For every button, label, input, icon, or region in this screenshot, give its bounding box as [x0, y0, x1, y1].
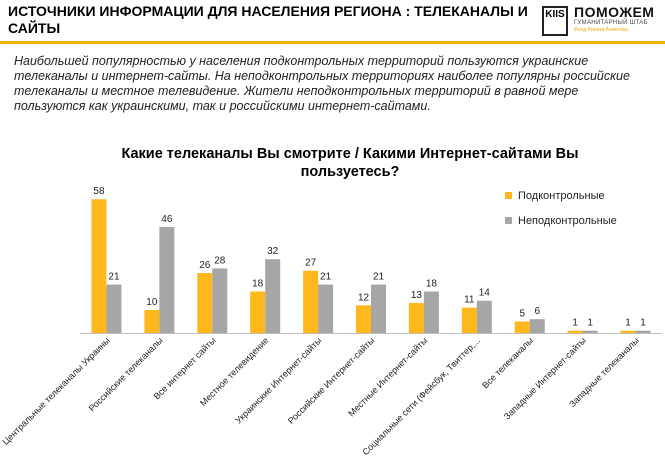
legend-swatch	[505, 192, 512, 199]
data-label: 18	[426, 278, 438, 289]
page-title: ИСТОЧНИКИ ИНФОРМАЦИИ ДЛЯ НАСЕЛЕНИЯ РЕГИО…	[8, 3, 528, 36]
bar-uncontrolled	[371, 284, 386, 333]
legend-label: Подконтрольные	[518, 190, 605, 202]
x-tick-label: Украинские Интернет-сайты	[233, 335, 323, 425]
data-label: 58	[93, 186, 105, 197]
brand-footer: Фонд Рината Ахметова	[574, 27, 628, 33]
bar-controlled	[356, 305, 371, 333]
chart-title-line2: пользуетесь?	[301, 164, 400, 180]
bar-uncontrolled	[635, 330, 651, 333]
data-label: 21	[320, 272, 332, 283]
bar-controlled	[461, 307, 477, 333]
data-label: 6	[534, 306, 540, 317]
brand-logo: ПОМОЖЕМ ГУМАНИТАРНЫЙ ШТАБ Фонд Рината Ах…	[574, 4, 662, 38]
bar-controlled	[408, 303, 424, 333]
kiis-logo: KIIS	[542, 6, 568, 36]
data-label: 26	[199, 260, 211, 271]
data-label: 46	[161, 214, 173, 225]
x-tick-label: Социальные сети (Фейсбук, Твиттер,...	[360, 335, 482, 457]
data-label: 14	[479, 288, 491, 299]
data-label: 1	[640, 318, 646, 329]
bar-controlled	[514, 321, 530, 333]
data-label: 13	[411, 290, 423, 301]
data-label: 32	[267, 246, 279, 257]
data-label: 18	[252, 278, 264, 289]
bar-controlled	[620, 330, 636, 333]
data-label: 10	[146, 297, 158, 308]
bar-controlled	[91, 199, 107, 333]
header-divider	[0, 41, 665, 44]
header: ИСТОЧНИКИ ИНФОРМАЦИИ ДЛЯ НАСЕЛЕНИЯ РЕГИО…	[0, 0, 665, 44]
data-label: 28	[214, 255, 226, 266]
data-label: 21	[108, 272, 120, 283]
bar-uncontrolled	[423, 291, 439, 333]
x-tick-label: Российские Интернет-сайты	[286, 335, 377, 426]
chart-legend: Подконтрольные Неподконтрольные	[505, 190, 617, 227]
intro-paragraph: Наибольшей популярностью у населения под…	[14, 54, 630, 113]
data-label: 5	[519, 308, 525, 319]
bar-uncontrolled	[318, 284, 334, 333]
x-tick-label: Центральные телеканалы Украины	[0, 335, 112, 447]
data-label: 1	[625, 318, 631, 329]
bar-uncontrolled	[265, 259, 281, 333]
bar-uncontrolled	[582, 330, 598, 333]
bar-uncontrolled	[476, 300, 492, 333]
brand-name: ПОМОЖЕМ	[574, 4, 655, 20]
bar-uncontrolled	[212, 268, 228, 333]
data-label: 1	[587, 318, 593, 329]
data-label: 21	[373, 272, 385, 283]
bar-uncontrolled	[106, 284, 122, 333]
legend-swatch	[505, 217, 512, 224]
data-label: 1	[572, 318, 578, 329]
data-label: 11	[464, 295, 475, 306]
bar-controlled	[250, 291, 266, 333]
bar-uncontrolled	[159, 226, 175, 333]
bar-uncontrolled	[529, 319, 545, 333]
x-tick-label: Все телеканалы	[480, 335, 535, 390]
chart-title-line1: Какие телеканалы Вы смотрите / Какими Ин…	[121, 146, 578, 162]
bar-controlled	[197, 273, 213, 333]
bar-controlled	[567, 330, 583, 333]
bar-controlled	[144, 309, 160, 333]
brand-subtitle: ГУМАНИТАРНЫЙ ШТАБ	[574, 20, 648, 26]
bar-controlled	[303, 270, 319, 333]
legend-label: Неподконтрольные	[518, 215, 617, 227]
data-label: 12	[358, 292, 370, 303]
data-label: 27	[305, 258, 317, 269]
